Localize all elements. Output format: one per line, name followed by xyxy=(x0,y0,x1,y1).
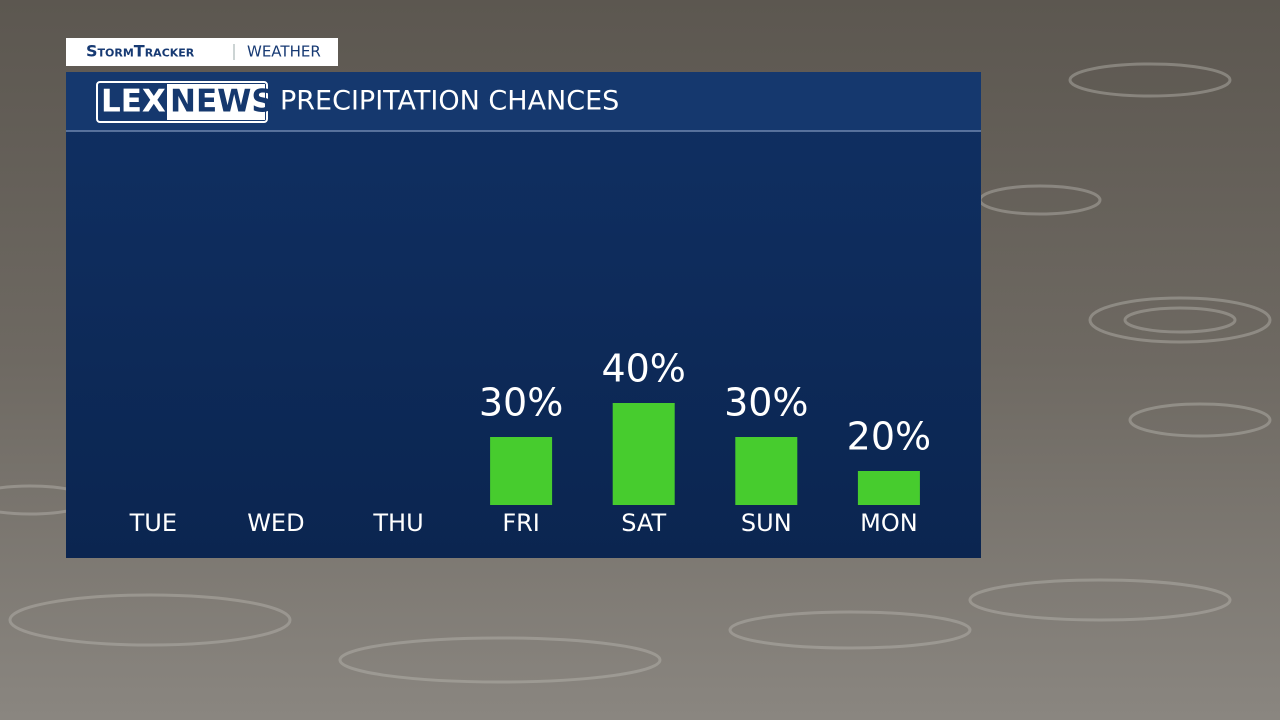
x-tick-label: SUN xyxy=(741,509,792,537)
value-label: 40% xyxy=(601,347,685,391)
brand-section: WEATHER xyxy=(247,43,321,61)
value-label: 20% xyxy=(847,415,931,459)
logo-box xyxy=(167,84,265,120)
x-tick-label: TUE xyxy=(129,509,177,537)
x-tick-label: SAT xyxy=(621,509,666,537)
bar xyxy=(735,437,798,505)
x-tick-label: MON xyxy=(860,509,918,537)
bar xyxy=(612,403,675,505)
bar xyxy=(490,437,553,505)
value-label: 30% xyxy=(724,381,808,425)
logo-frame xyxy=(96,81,268,123)
logo-right: NEWS xyxy=(170,84,274,120)
chart-title: PRECIPITATION CHANCES xyxy=(280,86,619,117)
bar xyxy=(857,471,920,505)
value-label: 30% xyxy=(479,381,563,425)
x-tick-label: FRI xyxy=(502,509,540,537)
brand-tag xyxy=(66,38,338,66)
x-tick-label: THU xyxy=(372,509,423,537)
logo-left: LEX xyxy=(101,84,166,120)
x-tick-label: WED xyxy=(247,509,304,537)
brand-name: StormTracker xyxy=(86,42,195,61)
